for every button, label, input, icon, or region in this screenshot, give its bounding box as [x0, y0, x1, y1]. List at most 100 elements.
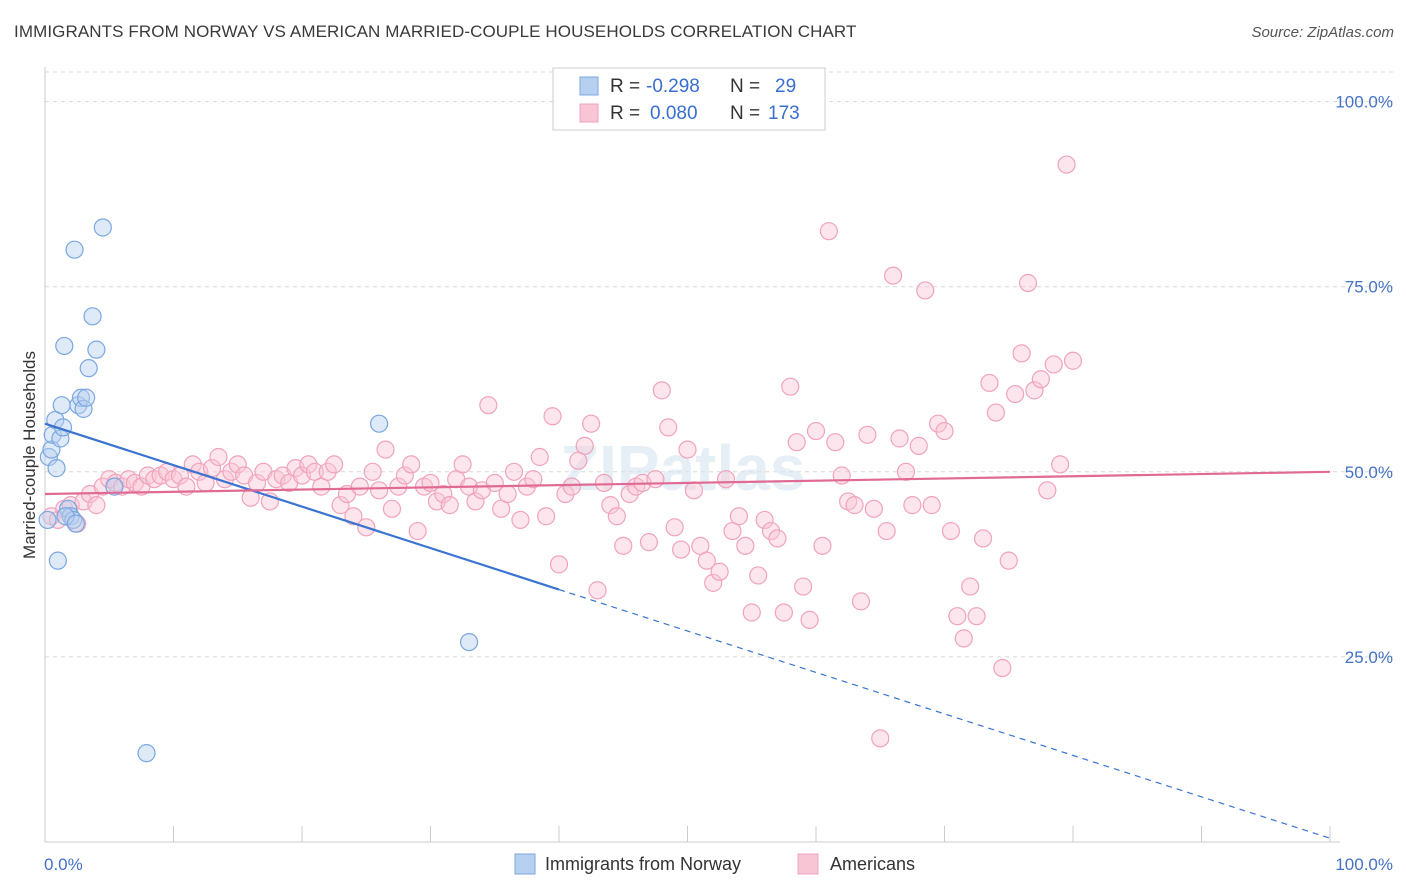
americans-point-66 [466, 492, 485, 511]
norway-point-24 [370, 414, 389, 433]
americans-point-136 [916, 281, 935, 300]
americans-point-90 [620, 484, 639, 504]
americans-point-40 [299, 455, 318, 474]
norway-point-5 [48, 551, 67, 570]
norway-trend-line [44, 422, 560, 591]
x-tick-label-1: 100.0% [1335, 855, 1393, 874]
americans-point-157 [1051, 455, 1070, 474]
norway-point-20 [87, 340, 106, 359]
americans-point-54 [389, 477, 408, 496]
americans-point-150 [1006, 384, 1025, 404]
americans-point-108 [736, 536, 755, 555]
americans-point-122 [826, 433, 845, 452]
americans-point-151 [1012, 344, 1031, 363]
watermark: ZIPatlas [560, 432, 805, 504]
americans-point-71 [498, 484, 517, 504]
legend-r-label-2: R = [610, 103, 640, 124]
americans-point-88 [607, 507, 626, 526]
americans-point-154 [1031, 370, 1050, 389]
americans-point-137 [922, 496, 941, 515]
americans-point-79 [549, 555, 569, 574]
norway-point-17 [77, 388, 96, 407]
americans-point-94 [646, 470, 665, 489]
norway-point-22 [105, 477, 124, 496]
bottom-legend-swatch-blue [514, 853, 536, 875]
norway-point-16 [74, 399, 93, 418]
americans-point-143 [961, 577, 980, 596]
americans-point-155 [1038, 481, 1057, 500]
norway-point-25 [459, 632, 479, 652]
americans-point-158 [1057, 155, 1076, 174]
americans-point-145 [973, 529, 993, 548]
americans-point-81 [562, 477, 581, 496]
americans-point-129 [871, 729, 890, 748]
americans-point-72 [504, 462, 524, 481]
americans-point-120 [813, 536, 832, 555]
americans-point-103 [704, 573, 723, 592]
americans-point-7 [87, 496, 106, 515]
americans-point-121 [819, 222, 838, 241]
americans-point-126 [851, 592, 871, 611]
americans-point-133 [896, 462, 916, 481]
americans-point-26 [209, 447, 228, 467]
americans-point-127 [858, 425, 877, 444]
americans-point-146 [980, 373, 999, 393]
americans-point-135 [909, 436, 928, 455]
americans-point-112 [761, 521, 781, 541]
x-tick-labels: 0.0% 100.0% [44, 855, 1393, 874]
americans-point-44 [325, 455, 344, 474]
americans-point-131 [883, 266, 903, 285]
norway-point-0 [38, 510, 57, 530]
americans-point-87 [601, 496, 620, 515]
bottom-legend-americans: Americans [830, 854, 915, 874]
legend-n-value-1: 29 [775, 76, 796, 97]
americans-point-102 [697, 551, 716, 570]
americans-point-29 [228, 455, 247, 474]
americans-point-107 [729, 507, 749, 526]
americans-point-83 [575, 436, 594, 455]
norway-trend-line-extrapolated [558, 588, 1331, 839]
americans-point-119 [806, 421, 826, 441]
americans-point-76 [530, 447, 549, 467]
americans-point-89 [614, 536, 633, 555]
americans-point-45 [331, 496, 350, 515]
americans-point-125 [845, 496, 864, 515]
americans-point-141 [948, 607, 967, 626]
y-tick-label-2: 75.0% [1345, 278, 1393, 297]
americans-point-57 [408, 521, 427, 541]
americans-point-153 [1025, 381, 1044, 400]
y-tick-label-1: 50.0% [1345, 463, 1393, 482]
series-legend: Immigrants from Norway Americans [514, 853, 915, 875]
americans-point-128 [864, 499, 883, 518]
americans-point-148 [993, 658, 1012, 678]
americans-point-156 [1044, 355, 1063, 374]
americans-point-104 [710, 562, 729, 581]
americans-point-139 [935, 421, 954, 441]
americans-point-55 [395, 466, 414, 485]
americans-point-117 [794, 577, 813, 596]
americans-point-93 [639, 533, 659, 552]
americans-point-51 [370, 481, 389, 500]
legend-r-value-1: -0.298 [646, 76, 700, 97]
legend-swatch-pink [579, 103, 599, 123]
americans-point-123 [832, 466, 851, 485]
americans-point-61 [434, 484, 453, 504]
norway-point-27 [66, 514, 85, 533]
americans-point-142 [954, 629, 973, 648]
americans-point-111 [755, 510, 774, 530]
legend-n-value-2: 173 [768, 103, 800, 124]
americans-point-96 [659, 418, 678, 437]
norway-point-6 [51, 429, 70, 448]
legend-n-label-2: N = [730, 103, 760, 124]
americans-point-147 [986, 403, 1006, 422]
americans-point-78 [543, 407, 562, 426]
y-tick-label-0: 25.0% [1345, 648, 1393, 667]
norway-point-23 [137, 744, 156, 763]
correlation-legend: R = -0.298 N = 29 R = 0.080 N = 173 [552, 67, 826, 131]
americans-point-159 [1063, 351, 1083, 370]
americans-point-113 [768, 529, 787, 548]
americans-point-109 [742, 603, 761, 622]
norway-point-9 [55, 336, 74, 356]
norway-point-28 [47, 459, 66, 478]
